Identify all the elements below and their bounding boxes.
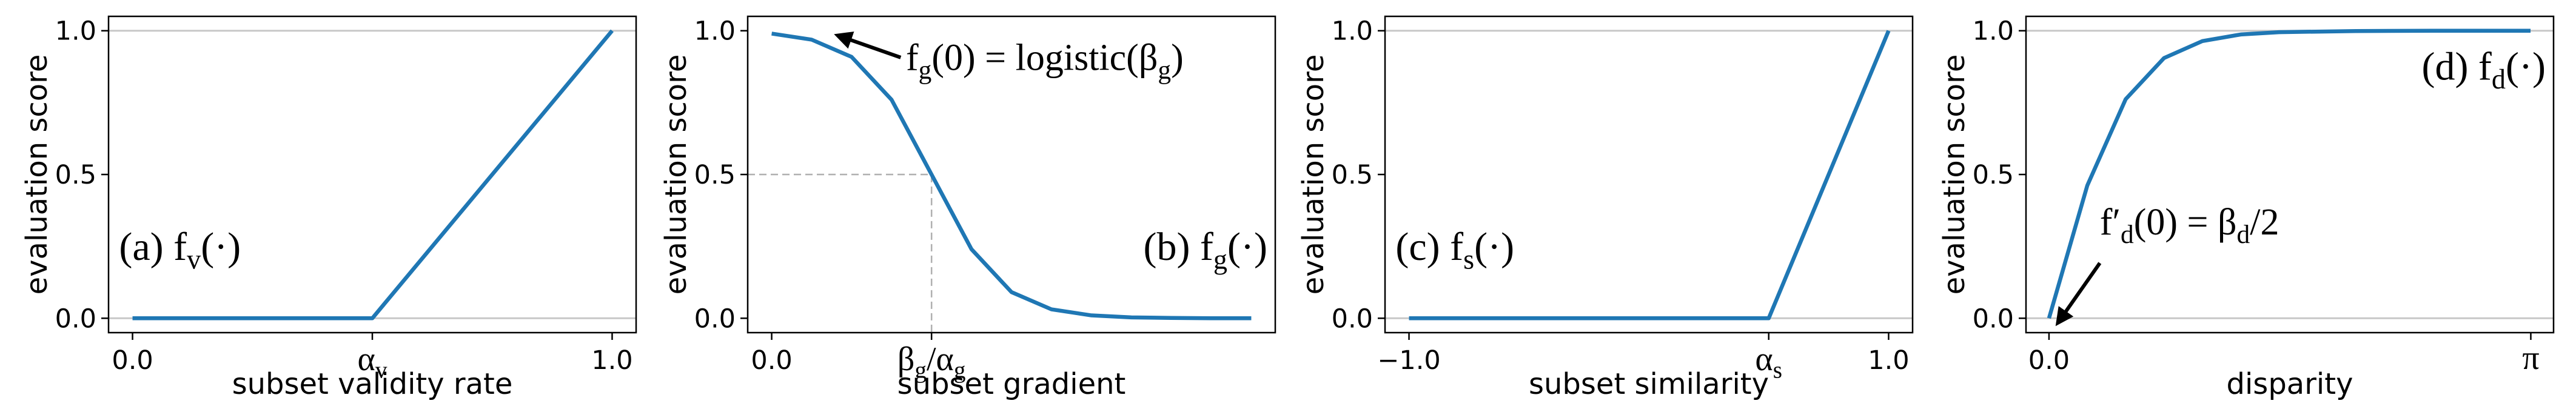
text-part: g	[919, 55, 932, 84]
x-tick-label: 0.0	[2028, 345, 2070, 376]
y-axis-label: evaluation score	[659, 55, 693, 295]
y-tick-label: 1.0	[1332, 16, 1373, 47]
text-part: (b) f	[1143, 225, 1213, 269]
x-axis-label: disparity	[2227, 367, 2353, 401]
data-line	[1409, 30, 1891, 321]
text-part: f′	[2100, 202, 2121, 243]
panel-label: (a) fv(·)	[119, 225, 241, 275]
x-axis-label: subset similarity	[1529, 367, 1769, 401]
axes-frame	[1384, 15, 1914, 334]
y-axis-label: evaluation score	[20, 55, 54, 295]
text-part: f	[906, 38, 919, 79]
y-tick-label: 1.0	[1973, 16, 2014, 47]
y-tick-label: 0.5	[1973, 160, 2014, 190]
panel-label: (d) fd(·)	[2421, 44, 2545, 95]
x-tick-label: 1.0	[1868, 345, 1909, 376]
y-tick-label: 0.5	[1332, 160, 1373, 190]
text-part: (d) f	[2421, 44, 2491, 88]
x-tick-label: 0.0	[112, 345, 153, 376]
x-tick-label: βg/αg	[897, 341, 966, 383]
text-part: β	[897, 341, 915, 378]
annotation: f′d(0) = βd/2	[2100, 202, 2279, 249]
x-axis-label: subset gradient	[897, 367, 1126, 401]
panel-label: (b) fg(·)	[1143, 225, 1267, 275]
y-axis-label: evaluation score	[1296, 55, 1330, 295]
y-tick-label: 0.5	[55, 160, 96, 190]
text-part: (0) = logistic(β	[931, 38, 1158, 79]
text-part: /α	[927, 341, 954, 378]
y-tick-label: 0.0	[1973, 304, 2014, 334]
data-line	[771, 32, 1252, 321]
x-tick-label: 0.0	[751, 345, 792, 376]
text-part: )	[1171, 38, 1184, 79]
x-tick-label: αv	[358, 341, 387, 383]
text-part: d	[2237, 220, 2250, 249]
y-tick-label: 1.0	[694, 16, 736, 47]
y-tick-label: 0.0	[1332, 304, 1373, 334]
text-part: v	[375, 357, 387, 383]
text-part: g	[1213, 244, 1227, 274]
x-tick-label: 1.0	[591, 345, 632, 376]
x-tick-label: π	[2522, 339, 2539, 377]
text-part: s	[1773, 357, 1782, 383]
annotation-arrow	[2055, 262, 2102, 327]
axes-frame	[107, 15, 637, 334]
x-axis-label: subset validity rate	[232, 367, 513, 401]
text-part: α	[1755, 341, 1773, 378]
text-part: g	[954, 357, 966, 383]
text-part: g	[914, 357, 927, 383]
annotation: fg(0) = logistic(βg)	[906, 38, 1184, 85]
text-part: (a) f	[119, 225, 187, 269]
text-part: v	[187, 244, 201, 274]
annotation-arrow	[834, 32, 902, 59]
text-part: (·)	[2506, 44, 2546, 88]
text-part: (0) = β	[2134, 202, 2237, 243]
y-tick-label: 0.0	[55, 304, 96, 334]
text-part: d	[2121, 220, 2134, 249]
y-tick-label: 0.0	[694, 304, 736, 334]
y-tick-label: 0.5	[694, 160, 736, 190]
data-line	[2047, 28, 2531, 319]
text-part: d	[2492, 64, 2506, 95]
text-part: α	[358, 341, 375, 378]
panel-label: (c) fs(·)	[1395, 225, 1514, 275]
text-part: s	[1463, 244, 1474, 274]
data-line	[132, 29, 614, 321]
x-tick-label: −1.0	[1377, 345, 1440, 376]
guide-line	[748, 173, 933, 333]
text-part: (·)	[1227, 225, 1267, 269]
text-part: (·)	[1474, 225, 1514, 269]
text-part: /2	[2250, 202, 2279, 243]
text-part: (c) f	[1395, 225, 1463, 269]
y-axis-label: evaluation score	[1937, 55, 1971, 295]
text-part: (·)	[201, 225, 241, 269]
y-tick-label: 1.0	[55, 16, 96, 47]
text-part: g	[1158, 55, 1171, 84]
x-tick-label: αs	[1755, 341, 1782, 383]
